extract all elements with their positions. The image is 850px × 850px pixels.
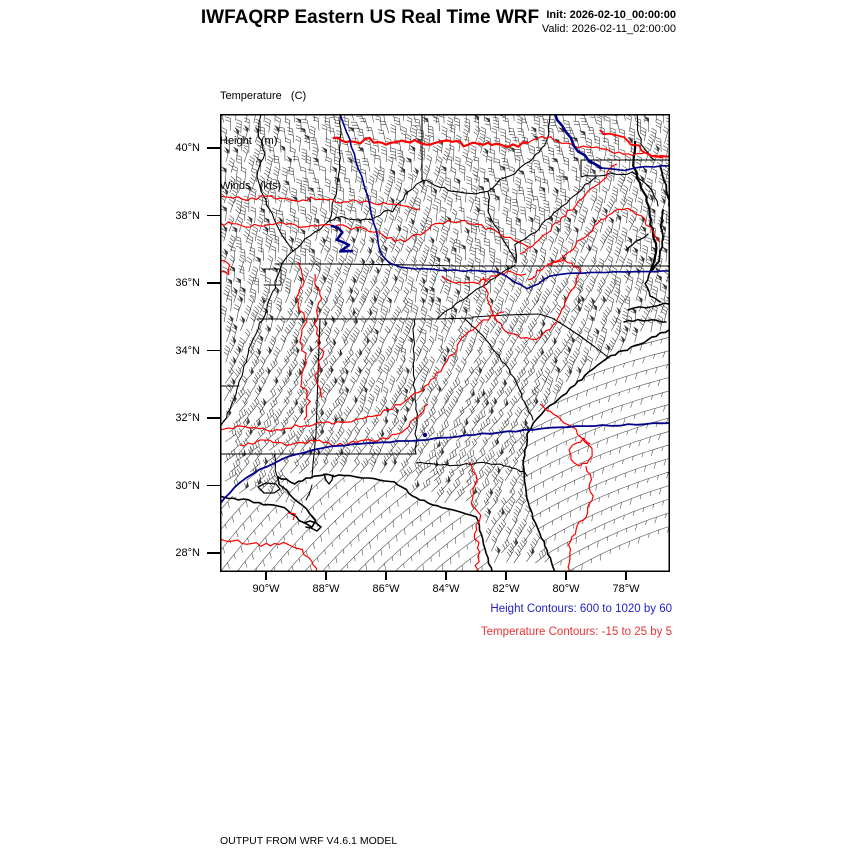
footer-model-info: OUTPUT FROM WRF V4.6.1 MODEL WE = 1000 ;…: [220, 810, 654, 850]
x-axis-label: 78°W: [612, 583, 640, 595]
y-axis-label: 34°N: [175, 344, 200, 357]
y-axis-tick: [207, 552, 220, 554]
y-axis-label: 30°N: [175, 479, 200, 492]
x-axis-label: 84°W: [432, 583, 460, 595]
y-axis-tick: [207, 349, 220, 352]
legend-temperature: Temperature (C): [220, 90, 307, 102]
valid-timestamp: Valid: 2026-02-11_02:00:00: [541, 23, 676, 35]
x-axis-tick: [625, 572, 627, 580]
x-axis-tick: [445, 572, 447, 580]
y-axis-label: 38°N: [175, 209, 200, 222]
model-timestamps: Init: 2026-02-10_00:00:00 Valid: 2026-02…: [542, 8, 676, 36]
x-axis-tick: [265, 572, 267, 580]
y-axis-tick: [207, 147, 220, 149]
y-axis-tick: [207, 417, 220, 419]
x-axis-label: 86°W: [372, 583, 400, 595]
x-axis-label: 82°W: [492, 583, 520, 595]
y-axis-label: 40°N: [175, 142, 200, 154]
x-axis-label: 80°W: [552, 583, 580, 595]
init-timestamp: Init: 2026-02-10_00:00:00: [546, 9, 676, 21]
caption-temperature-contours: Temperature Contours: -15 to 25 by 5: [480, 626, 672, 638]
y-axis-label: 36°N: [175, 277, 200, 289]
x-axis-tick: [385, 572, 387, 580]
x-axis-tick: [505, 572, 507, 580]
wrf-map-canvas: [220, 114, 670, 572]
y-axis-tick: [207, 214, 220, 217]
caption-height-contours: Height Contours: 600 to 1020 by 60: [490, 603, 672, 615]
y-axis-tick: [207, 282, 220, 284]
x-axis-tick: [325, 572, 327, 580]
x-axis-label: 88°W: [312, 583, 340, 595]
page-title: IWFAQRP Eastern US Real Time WRF: [200, 7, 540, 28]
x-axis-label: 90°W: [252, 583, 280, 595]
y-axis-label: 32°N: [175, 412, 200, 424]
y-axis-tick: [207, 484, 220, 487]
y-axis-label: 28°N: [175, 547, 200, 559]
footer-line-1: OUTPUT FROM WRF V4.6.1 MODEL: [220, 835, 398, 847]
map-plot-area: [220, 114, 670, 572]
x-axis-tick: [565, 572, 567, 580]
